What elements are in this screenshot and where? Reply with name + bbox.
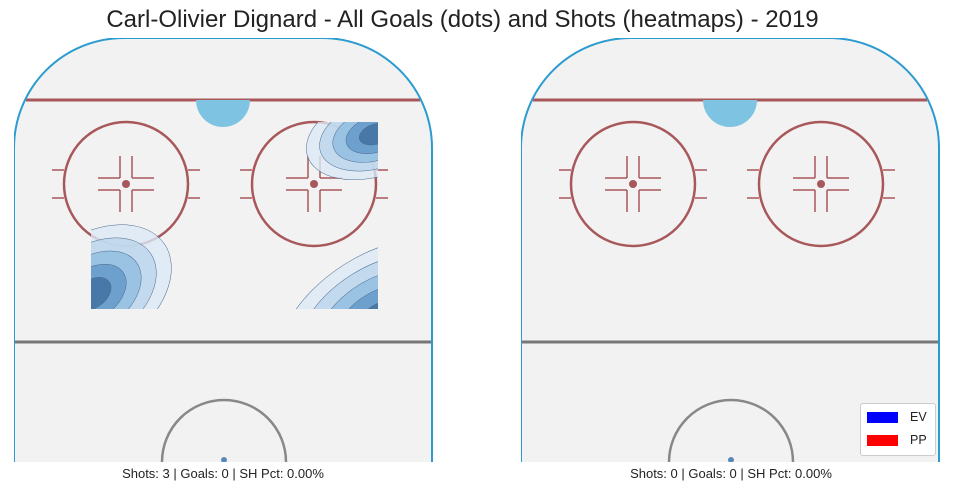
- faceoff-ticks-left: [559, 169, 707, 199]
- legend-label-ev: EV: [910, 410, 927, 424]
- legend-swatch-ev: [867, 412, 898, 423]
- goal-crease: [703, 100, 757, 127]
- faceoff-dot-left: [122, 180, 130, 188]
- heat-blob-lower-right-level-1: [278, 238, 378, 309]
- faceoff-ticks-right: [747, 169, 895, 199]
- center-dot: [728, 457, 734, 462]
- heat-blob-lower-right-level-4: [336, 284, 378, 309]
- goal-crease: [196, 100, 250, 127]
- ice-surface: [521, 38, 939, 462]
- faceoff-ticks-right: [240, 169, 388, 199]
- heat-blob-lower-left: [91, 224, 172, 309]
- faceoff-dot-left: [629, 180, 637, 188]
- faceoff-dot-right: [817, 180, 825, 188]
- faceoff-hashmarks-left: [605, 156, 661, 212]
- heat-blob-lower-left-level-5: [91, 277, 112, 309]
- faceoff-circle-right: [250, 120, 378, 248]
- center-circle: [160, 398, 288, 462]
- heat-blob-lower-right: [278, 238, 378, 309]
- legend: EV PP: [860, 403, 936, 456]
- faceoff-hashmarks-left: [98, 156, 154, 212]
- center-dot: [221, 457, 227, 462]
- heat-blob-lower-right-level-3: [316, 269, 378, 309]
- faceoff-hashmarks-right: [793, 156, 849, 212]
- heat-blob-upper-right: [306, 122, 378, 180]
- panel-caption-right: Shots: 0 | Goals: 0 | SH Pct: 0.00%: [630, 466, 832, 481]
- heat-blob-lower-right-level-2: [297, 253, 378, 309]
- faceoff-circle-left: [569, 120, 697, 248]
- center-circle: [667, 398, 795, 462]
- faceoff-circle-right: [757, 120, 885, 248]
- faceoff-dot-right: [310, 180, 318, 188]
- panel-caption-left: Shots: 3 | Goals: 0 | SH Pct: 0.00%: [122, 466, 324, 481]
- heat-blob-upper-right-level-5: [359, 122, 378, 146]
- heat-blob-lower-right-level-5: [355, 300, 378, 309]
- boards: [14, 38, 433, 462]
- faceoff-ticks-left: [52, 169, 200, 199]
- legend-label-pp: PP: [910, 433, 927, 447]
- boards: [521, 38, 940, 462]
- shot-heatmap-left: [91, 122, 378, 309]
- rink-panel-right: [521, 38, 940, 462]
- legend-swatch-pp: [867, 435, 898, 446]
- rink-panel-left: [14, 38, 433, 462]
- chart-title: Carl-Olivier Dignard - All Goals (dots) …: [106, 6, 819, 33]
